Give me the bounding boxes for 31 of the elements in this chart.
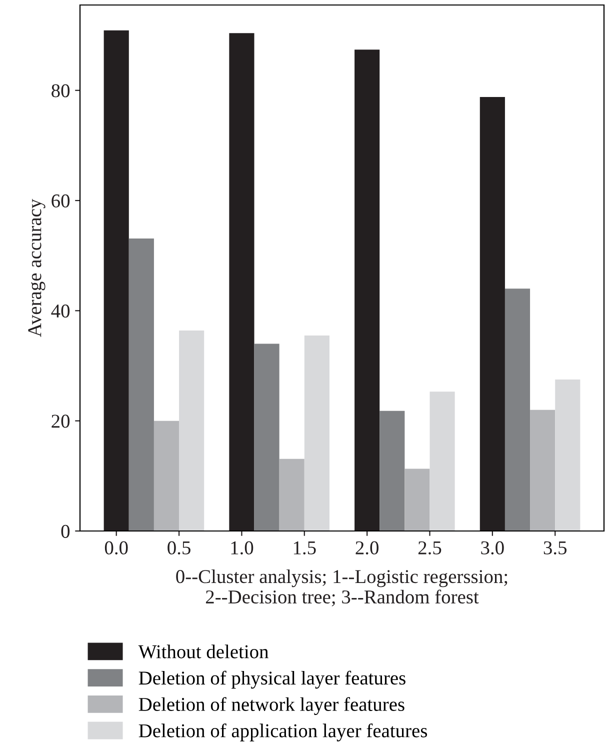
y-tick-label: 0: [61, 524, 70, 538]
bar: [154, 420, 180, 531]
x-tick-label: 2.0: [356, 541, 378, 554]
bar: [380, 410, 405, 531]
bar: [254, 344, 280, 531]
x-tick-label: 3.5: [544, 541, 567, 554]
legend-label: Deletion of physical layer features: [138, 670, 406, 689]
x-tick-label: 2.5: [418, 541, 442, 554]
bar: [279, 458, 304, 531]
x-tick-label: 3.0: [481, 541, 504, 554]
y-tick-label: 60: [52, 194, 70, 208]
bar: [504, 288, 530, 531]
bar: [404, 468, 430, 531]
x-tick-label: 0.0: [104, 541, 128, 554]
x-tick-label: 0.5: [168, 541, 190, 554]
x-axis-title: 0--Cluster analysis; 1--Logistic regerssion; 2--Decision tree; 3--Random forest: [176, 569, 508, 606]
bar: [128, 238, 154, 531]
x-tick-label: 1.5: [294, 541, 316, 554]
bar: [530, 410, 556, 531]
bar: [430, 392, 455, 531]
legend-label: Without deletion: [138, 644, 268, 658]
x-tick-label: 1.0: [231, 541, 254, 554]
bar: [304, 335, 330, 531]
legend-label: Deletion of application layer features: [138, 723, 428, 742]
y-tick-label: 80: [52, 84, 70, 98]
y-tick-label: 20: [52, 414, 70, 428]
y-axis-title: Average accuracy: [28, 198, 46, 337]
bar: [555, 380, 580, 531]
y-tick-label: 40: [51, 304, 70, 318]
bar: [179, 330, 204, 531]
legend-label: Deletion of network layer features: [138, 697, 404, 716]
